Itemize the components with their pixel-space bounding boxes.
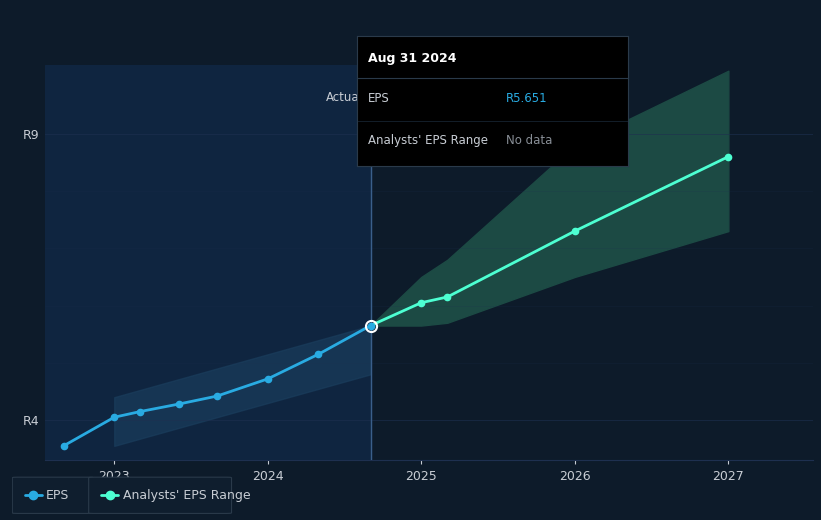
Text: Actual: Actual <box>326 91 363 104</box>
Text: Aug 31 2024: Aug 31 2024 <box>368 52 456 65</box>
Text: EPS: EPS <box>46 489 69 502</box>
Text: Analysts Forecasts: Analysts Forecasts <box>378 91 488 104</box>
Text: Analysts' EPS Range: Analysts' EPS Range <box>123 489 250 502</box>
FancyBboxPatch shape <box>89 477 232 513</box>
Bar <box>45 65 370 460</box>
Text: R5.651: R5.651 <box>506 92 548 105</box>
FancyBboxPatch shape <box>12 477 94 513</box>
Text: EPS: EPS <box>368 92 390 105</box>
Text: No data: No data <box>506 134 553 147</box>
Text: Analysts' EPS Range: Analysts' EPS Range <box>368 134 488 147</box>
